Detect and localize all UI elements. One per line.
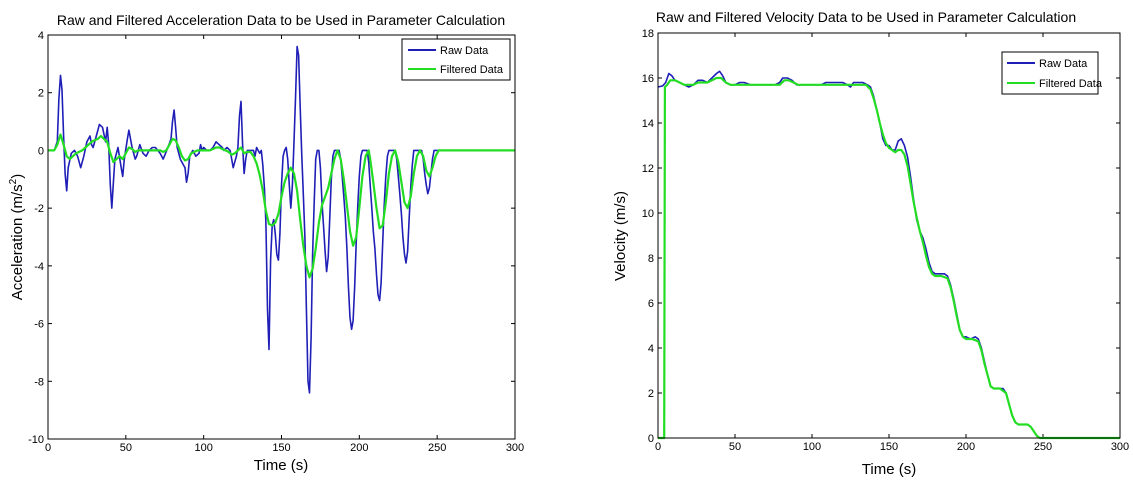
velocity-y-tick-label: 14 [642, 118, 654, 130]
acceleration-chart-title: Raw and Filtered Acceleration Data to be… [57, 12, 505, 28]
acceleration-y-tick-label: 2 [38, 88, 44, 100]
velocity-chart: Raw and Filtered Velocity Data to be Use… [612, 9, 1129, 478]
acceleration-x-tick-label: 200 [350, 442, 368, 454]
velocity-y-tick-label: 8 [648, 253, 654, 265]
acceleration-legend-filtered-label: Filtered Data [440, 64, 504, 76]
velocity-x-ticks: 0 50 100 150 200 250 300 [655, 33, 1129, 453]
velocity-x-tick-label: 150 [880, 441, 898, 453]
acceleration-x-axis-label: Time (s) [254, 457, 308, 474]
velocity-series-filtered-line [658, 76, 1120, 440]
acceleration-series-filtered-line [48, 133, 515, 279]
acceleration-y-tick-label: 4 [38, 30, 44, 42]
acceleration-x-tick-label: 100 [194, 442, 212, 454]
velocity-x-tick-label: 250 [1034, 441, 1052, 453]
acceleration-y-axis-label-sup: 2 [8, 178, 19, 184]
velocity-y-axis-label-main: Velocity (m/s) [612, 191, 629, 281]
velocity-x-tick-label: 50 [729, 441, 741, 453]
velocity-x-tick-label: 200 [957, 441, 975, 453]
velocity-legend: Raw Data Filtered Data [1001, 51, 1103, 95]
acceleration-legend-raw-label: Raw Data [440, 45, 489, 57]
acceleration-series-raw-line [48, 45, 515, 394]
acceleration-x-tick-label: 250 [428, 442, 446, 454]
velocity-x-tick-label: 100 [803, 441, 821, 453]
velocity-legend-box [1001, 51, 1099, 95]
velocity-x-axis-label: Time (s) [862, 461, 916, 478]
acceleration-x-tick-label: 50 [120, 442, 132, 454]
acceleration-legend: Raw Data Filtered Data [401, 38, 511, 81]
acceleration-y-tick-label: -4 [34, 261, 44, 273]
acceleration-x-tick-label: 150 [272, 442, 290, 454]
velocity-y-tick-label: 18 [642, 28, 654, 40]
acceleration-y-axis-label-main: Acceleration (m/s [9, 184, 26, 300]
acceleration-y-tick-label: -8 [34, 376, 44, 388]
acceleration-y-tick-label: 0 [38, 145, 44, 157]
acceleration-plot-frame [47, 34, 516, 440]
velocity-y-tick-label: 10 [642, 208, 654, 220]
acceleration-chart: Raw and Filtered Acceleration Data to be… [8, 12, 524, 474]
velocity-x-tick-label: 0 [655, 441, 661, 453]
velocity-legend-raw-label: Raw Data [1039, 58, 1088, 70]
acceleration-y-tick-label: -10 [28, 434, 44, 446]
velocity-x-tick-label: 300 [1111, 441, 1129, 453]
acceleration-y-axis-label-end: ) [9, 174, 26, 179]
acceleration-plot-lines [48, 45, 515, 394]
acceleration-x-tick-label: 300 [506, 442, 524, 454]
velocity-y-tick-label: 0 [648, 433, 654, 445]
acceleration-y-tick-label: -2 [34, 203, 44, 215]
velocity-y-tick-label: 12 [642, 163, 654, 175]
velocity-y-tick-label: 2 [648, 388, 654, 400]
velocity-legend-filtered-label: Filtered Data [1039, 78, 1103, 90]
acceleration-x-ticks: 0 50 100 150 200 250 300 [45, 35, 524, 454]
acceleration-x-tick-label: 0 [45, 442, 51, 454]
velocity-series-raw-line [657, 70, 1120, 439]
velocity-y-axis-label: Velocity (m/s) [612, 191, 629, 281]
velocity-plot-frame [657, 32, 1121, 439]
acceleration-y-tick-label: -6 [34, 319, 44, 331]
acceleration-y-ticks: -10 -8 -6 -4 -2 0 2 4 [28, 30, 515, 446]
acceleration-legend-box [401, 38, 511, 81]
acceleration-y-axis-label: Acceleration (m/s2) [8, 174, 26, 300]
velocity-y-tick-label: 6 [648, 298, 654, 310]
velocity-plot-lines [657, 70, 1120, 440]
velocity-y-tick-label: 4 [648, 343, 654, 355]
velocity-y-tick-label: 16 [642, 73, 654, 85]
velocity-chart-title: Raw and Filtered Velocity Data to be Use… [656, 9, 1076, 25]
